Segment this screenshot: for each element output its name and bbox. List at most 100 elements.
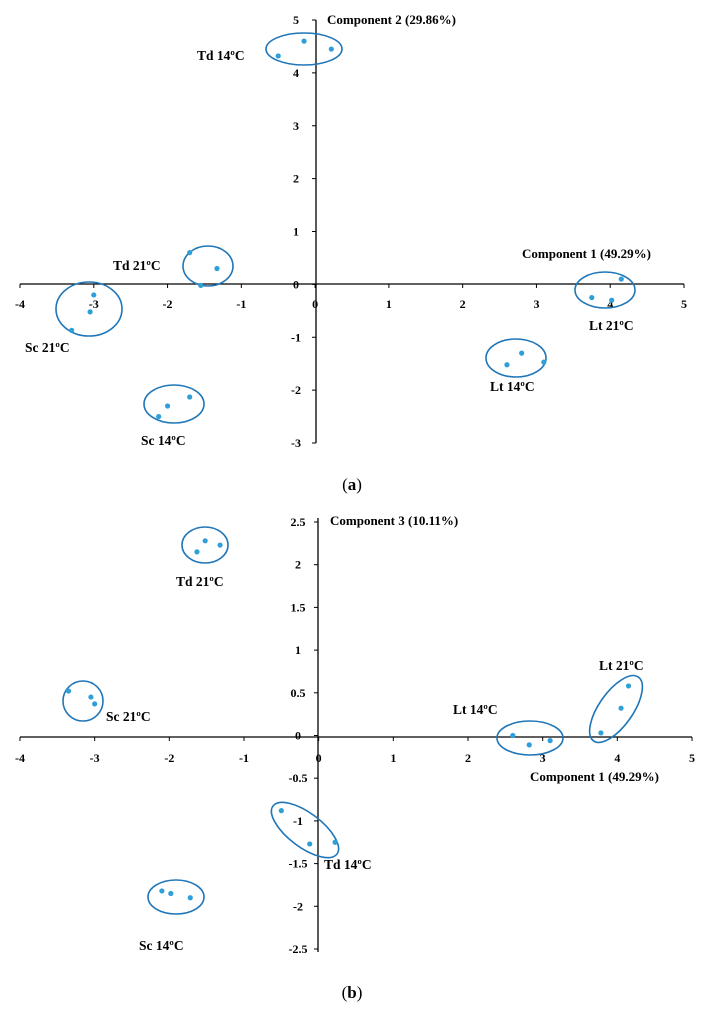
x-tick-label: 1 (390, 751, 396, 765)
y-tick-label: 2 (295, 558, 301, 572)
group-label: Lt 21ºC (589, 318, 634, 333)
x-axis-title: Component 1 (49.29%) (522, 246, 651, 261)
x-tick-label: -4 (15, 297, 25, 311)
y-axis-title: Component 3 (10.11%) (330, 513, 458, 528)
x-tick-label: -2 (164, 751, 174, 765)
cluster-ellipse (574, 271, 636, 309)
scatter-point (625, 683, 632, 689)
scatter-point (187, 250, 193, 256)
x-tick-label: 3 (540, 751, 546, 765)
y-tick-label: -2 (293, 899, 303, 913)
cluster-ellipse (147, 879, 205, 915)
scatter-point (307, 841, 313, 847)
scatter-point (69, 327, 75, 333)
y-tick-label: 0 (293, 277, 299, 291)
x-tick-label: -1 (236, 297, 246, 311)
y-tick-label: 2 (293, 172, 299, 186)
cluster-ellipse (270, 801, 340, 859)
group-label: Sc 21ºC (25, 340, 70, 355)
scatter-point (88, 694, 94, 700)
scatter-point (217, 542, 223, 548)
cluster-ellipse (55, 281, 123, 337)
group-label: Lt 14ºC (490, 379, 535, 394)
y-tick-label: 2.5 (291, 515, 306, 529)
x-axis-title: Component 1 (49.29%) (530, 769, 659, 784)
scatter-point (187, 895, 193, 901)
x-tick-label: 2 (460, 297, 466, 311)
scatter-point (618, 705, 624, 711)
x-tick-label: -1 (239, 751, 249, 765)
y-tick-label: 0 (295, 729, 301, 743)
x-tick-label: 5 (681, 297, 687, 311)
y-tick-label: -1.5 (289, 857, 308, 871)
scatter-point (65, 688, 72, 694)
scatter-point (547, 738, 553, 744)
y-tick-label: -2 (291, 383, 301, 397)
scatter-point (618, 276, 624, 282)
cluster-ellipse (496, 720, 564, 756)
scatter-point (278, 808, 284, 814)
x-tick-label: -3 (90, 751, 100, 765)
x-tick-label: 5 (689, 751, 695, 765)
y-tick-label: 1.5 (291, 600, 306, 614)
scatter-point (609, 297, 615, 303)
scatter-point (159, 888, 165, 894)
y-tick-label: 3 (293, 119, 299, 133)
x-tick-label: 2 (465, 751, 471, 765)
scatter-point (519, 350, 525, 356)
scatter-point (87, 309, 93, 315)
x-tick-label: 3 (533, 297, 539, 311)
scatter-point (168, 890, 174, 897)
x-tick-label: -2 (163, 297, 173, 311)
chart-panel-a: -4 -3 -2 -1 0 1 2 3 4 5 -3 -2 -1 0 1 2 3 4 5 Td 14ºC Td 21… (15, 12, 687, 494)
scatter-point (92, 701, 98, 707)
scatter-point (164, 403, 171, 409)
cluster-ellipse (143, 384, 205, 424)
cluster-ellipse (182, 245, 234, 287)
group-label: Lt 21ºC (599, 658, 644, 673)
x-tick-label: 0 (316, 751, 322, 765)
scatter-point (598, 730, 604, 736)
y-tick-label: 1 (293, 225, 299, 239)
scatter-point (328, 46, 334, 52)
y-tick-label: -1 (293, 814, 303, 828)
scatter-point (91, 292, 97, 298)
scatter-point (541, 359, 547, 365)
scatter-point (510, 732, 516, 739)
group-label: Td 14ºC (324, 857, 372, 872)
scatter-point (301, 38, 307, 44)
y-tick-label: -0.5 (289, 771, 308, 785)
x-tick-label: -4 (15, 751, 25, 765)
scatter-point (504, 362, 510, 368)
cluster-ellipse (181, 526, 229, 564)
cluster-ellipse (485, 338, 547, 378)
cluster-ellipse (588, 674, 644, 744)
y-tick-label: -2.5 (289, 942, 308, 956)
scatter-point (589, 294, 595, 301)
y-tick-label: 1 (295, 643, 301, 657)
group-label: Sc 21ºC (106, 709, 151, 724)
x-tick-label: -3 (89, 297, 99, 311)
group-label: Td 21ºC (176, 574, 224, 589)
y-tick-label: -3 (291, 436, 301, 450)
scatter-point (198, 282, 204, 289)
caption-b: (b) (342, 983, 363, 1002)
caption-a: (a) (342, 475, 362, 494)
group-label: Lt 14ºC (453, 702, 498, 717)
cluster-ellipse (265, 32, 343, 66)
group-label: Td 21ºC (113, 258, 161, 273)
scatter-point (202, 538, 208, 544)
x-tick-label: 4 (614, 751, 620, 765)
group-label: Sc 14ºC (141, 433, 186, 448)
scatter-point (194, 549, 200, 555)
scatter-point (526, 742, 532, 748)
scatter-point (214, 265, 220, 272)
scatter-point (156, 413, 162, 420)
y-tick-label: 4 (293, 66, 299, 80)
y-axis-title: Component 2 (29.86%) (327, 12, 456, 27)
y-tick-label: 0.5 (291, 686, 306, 700)
x-tick-label: 4 (607, 297, 613, 311)
chart-panel-b: -4 -3 -2 -1 0 1 2 3 4 5 -2.5 -2 -1.5 -1 -0.5 0 0.5 1 1.5 2… (15, 513, 695, 1002)
x-tick-label: 0 (312, 297, 318, 311)
